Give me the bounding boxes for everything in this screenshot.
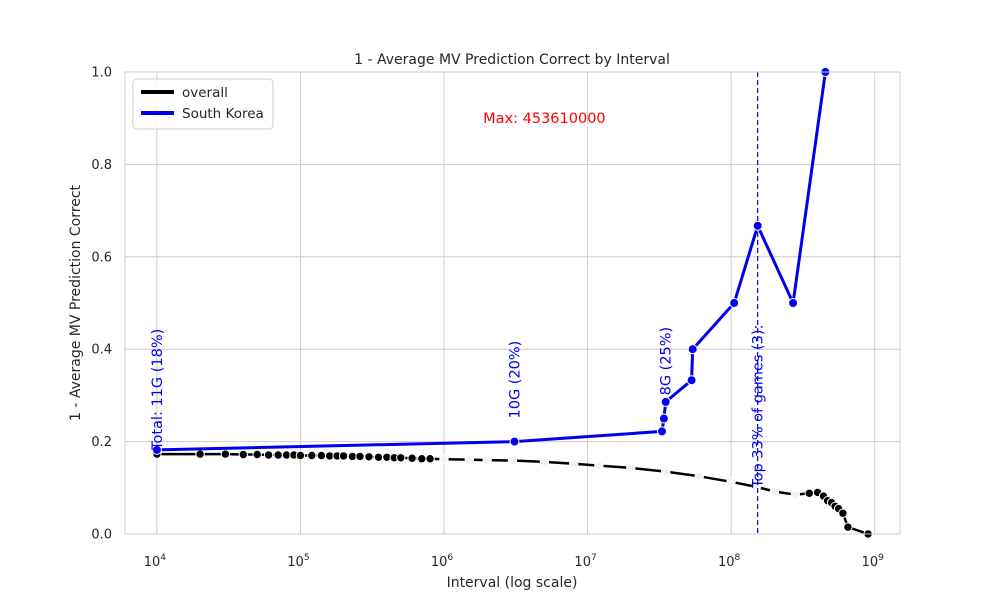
south-korea-point [658,413,669,424]
annotation-label: 8G (25%) [659,327,675,396]
annotation-label: 10G (20%) [508,341,524,419]
overall-point [273,450,283,460]
legend-label-south-korea: South Korea [182,106,264,122]
overall-point [539,457,550,467]
annotation-label: Total: 11G (18%) [150,329,166,451]
overall-point [417,454,427,464]
overall-point [661,466,671,477]
south-korea-point [686,375,697,386]
south-korea-point [687,344,698,355]
annotation-label: Max: 453610000 [483,111,606,127]
overall-point [407,453,417,463]
x-tick-exponent: 6 [447,553,453,563]
overall-point [355,451,365,462]
overall-point [316,450,327,461]
overall-series [152,449,873,539]
overall-point [307,450,317,461]
overall-point [751,482,762,492]
overall-point [594,460,604,471]
overall-point [626,463,636,473]
overall-point [373,452,384,462]
overall-point [804,488,814,498]
x-axis-label: Interval (log scale) [447,575,578,591]
overall-point [396,453,406,463]
y-tick-label: 0.4 [91,343,112,358]
y-axis-label: 1 - Average MV Prediction Correct [68,184,84,421]
overall-point [694,471,704,481]
x-tick-exponent: 5 [304,553,310,563]
y-tick-label: 0.8 [91,158,112,173]
overall-point [482,455,492,465]
y-ticks: 0.0 0.2 0.4 0.6 0.8 1.0 [91,66,112,543]
legend-label-overall: overall [182,85,228,101]
overall-point [726,477,736,487]
grid [125,72,900,534]
south-korea-point [509,436,520,447]
overall-point [838,508,848,518]
overall-point [364,452,374,462]
south-korea-point [660,396,671,407]
y-tick-label: 0.0 [91,528,112,543]
south-korea-series [151,67,831,455]
annotations: Total: 11G (18%) 10G (20%) 8G (25%) Top 33%… [150,111,767,489]
legend: overall South Korea [132,78,274,130]
overall-point [338,451,349,461]
south-korea-point [729,298,740,308]
overall-point [464,454,474,465]
y-tick-label: 1.0 [91,66,112,81]
overall-point [843,522,853,532]
y-tick-label: 0.2 [91,435,112,450]
overall-point [252,449,262,460]
overall-point [195,449,205,459]
south-korea-point [788,298,799,308]
overall-point [263,450,274,460]
overall-point [295,450,306,461]
x-tick-exponent: 9 [878,553,884,563]
overall-point [439,454,449,464]
overall-point [238,449,249,460]
overall-point [220,449,231,459]
x-tick-exponent: 4 [160,553,166,563]
x-tick-exponent: 7 [591,553,597,563]
overall-point [425,454,435,464]
overall-point [769,486,780,497]
overall-point [507,455,518,466]
annotation-label: Top 33% of games (3): [751,325,767,489]
x-tick-exponent: 8 [735,553,741,563]
chart-title: 1 - Average MV Prediction Correct by Int… [354,52,670,68]
y-tick-label: 0.6 [91,250,112,265]
south-korea-point [151,444,162,455]
overall-point [569,459,579,469]
south-korea-point [657,426,667,437]
overall-point [790,490,800,500]
plot-frame [124,71,901,535]
